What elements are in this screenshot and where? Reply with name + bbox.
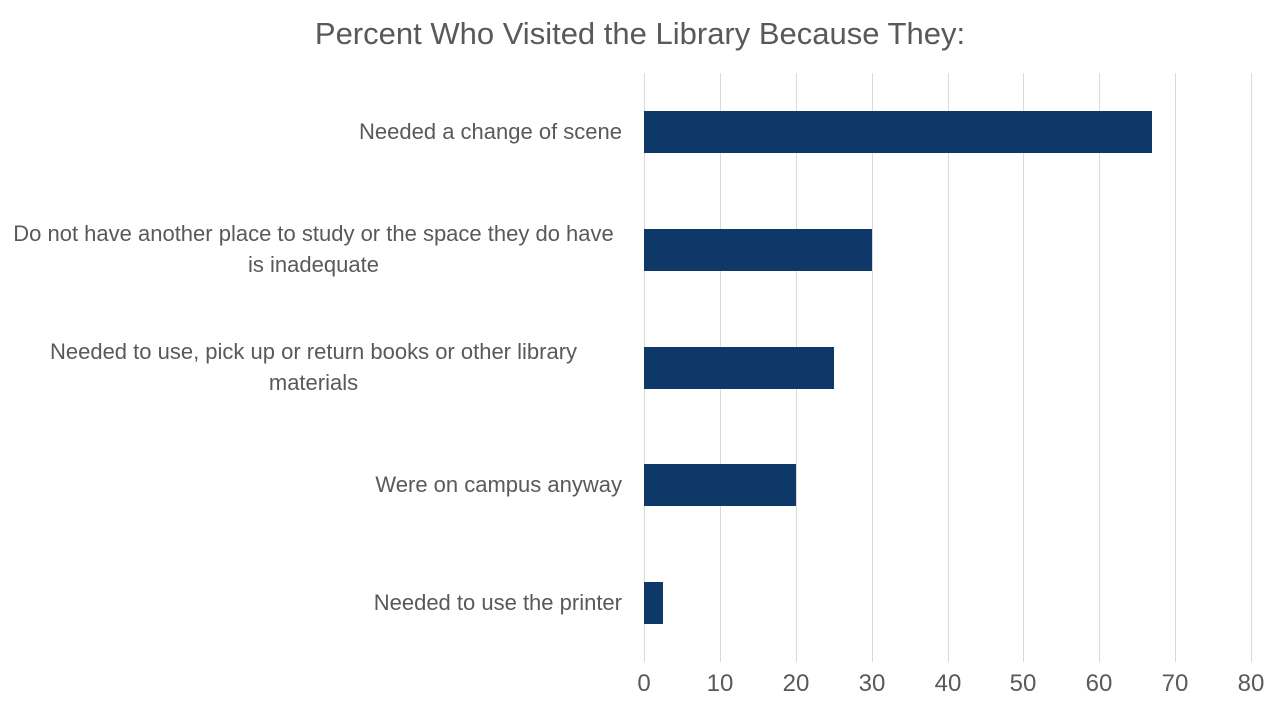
- bar: [644, 347, 834, 389]
- x-tick-label: 80: [1237, 670, 1265, 697]
- chart-title: Percent Who Visited the Library Because …: [314, 16, 966, 51]
- category-label-text: Needed to use the printer: [373, 589, 622, 615]
- x-tick-label: 70: [1161, 670, 1189, 697]
- bar: [644, 582, 663, 624]
- gridline: [1175, 73, 1176, 662]
- bar: [644, 464, 796, 506]
- gridline: [1023, 73, 1024, 662]
- bar: [644, 229, 872, 271]
- plot-area: [644, 73, 1252, 662]
- x-tick-label: 30: [858, 670, 886, 697]
- category-label: Needed to use, pick up or return books o…: [5, 309, 622, 427]
- x-tick-label: 40: [934, 670, 962, 697]
- bar: [644, 111, 1152, 153]
- gridline: [1099, 73, 1100, 662]
- category-label: Do not have another place to study or th…: [5, 191, 622, 309]
- x-axis: 0 10 20 30 40 50 60 70 80: [637, 670, 1264, 704]
- category-label-text: Needed to use, pick up or return books o…: [49, 339, 578, 395]
- x-tick-label: 10: [706, 670, 734, 697]
- x-tick-label: 60: [1085, 670, 1113, 697]
- category-labels: Needed a change of scene Do not have anot…: [5, 73, 622, 662]
- gridline: [872, 73, 873, 662]
- x-tick-label: 0: [637, 670, 651, 697]
- category-label-text: Were on campus anyway: [375, 471, 622, 497]
- category-label-text: Needed a change of scene: [359, 118, 622, 144]
- category-label: Were on campus anyway: [5, 426, 622, 544]
- category-label-text: Do not have another place to study or th…: [13, 221, 614, 277]
- x-tick-label: 50: [1009, 670, 1037, 697]
- gridline: [948, 73, 949, 662]
- category-label: Needed to use the printer: [5, 544, 622, 662]
- x-tick-label: 20: [782, 670, 810, 697]
- gridline: [1251, 73, 1252, 662]
- category-label: Needed a change of scene: [5, 73, 622, 191]
